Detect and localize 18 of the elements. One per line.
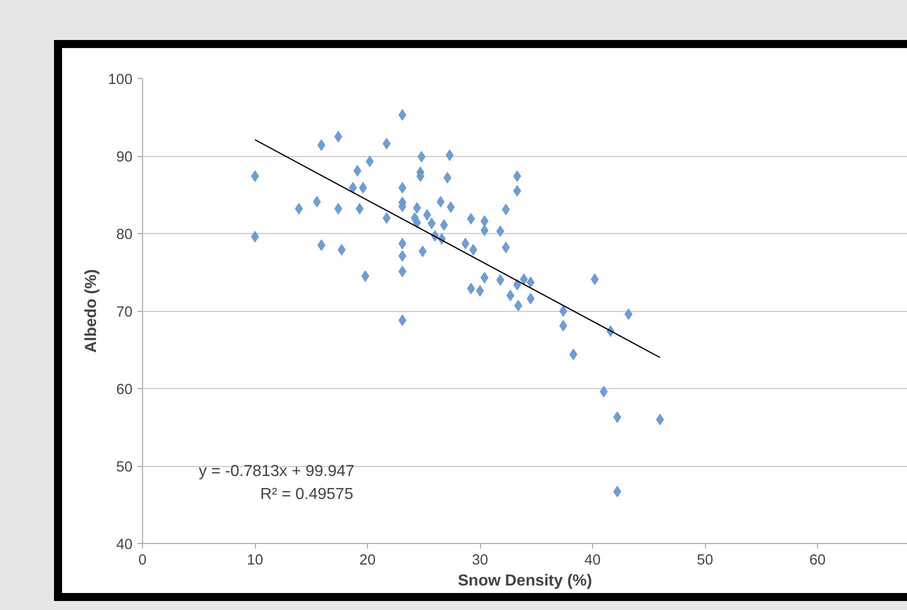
- x-tick-label: 0: [138, 552, 147, 568]
- x-tick-label: 10: [246, 552, 264, 568]
- y-tick-label: 50: [116, 460, 133, 476]
- annotation: R² = 0.49575: [260, 486, 354, 504]
- x-tick-label: 40: [584, 552, 601, 568]
- y-tick-label: 70: [116, 304, 133, 320]
- x-tick-label: 50: [696, 552, 714, 568]
- x-axis-title: Snow Density (%): [458, 572, 592, 590]
- y-axis-title: Albedo (%): [83, 269, 100, 353]
- x-tick-label: 60: [809, 552, 826, 568]
- x-tick-label: 30: [472, 552, 488, 568]
- y-tick-label: 40: [116, 537, 133, 553]
- y-tick-label: 80: [116, 227, 133, 243]
- y-tick-label: 90: [116, 150, 133, 166]
- x-tick-label: 20: [359, 552, 376, 568]
- annotation: y = -0.7813x + 99.947: [198, 462, 355, 480]
- y-tick-label: 100: [108, 72, 133, 88]
- y-tick-label: 60: [116, 382, 133, 398]
